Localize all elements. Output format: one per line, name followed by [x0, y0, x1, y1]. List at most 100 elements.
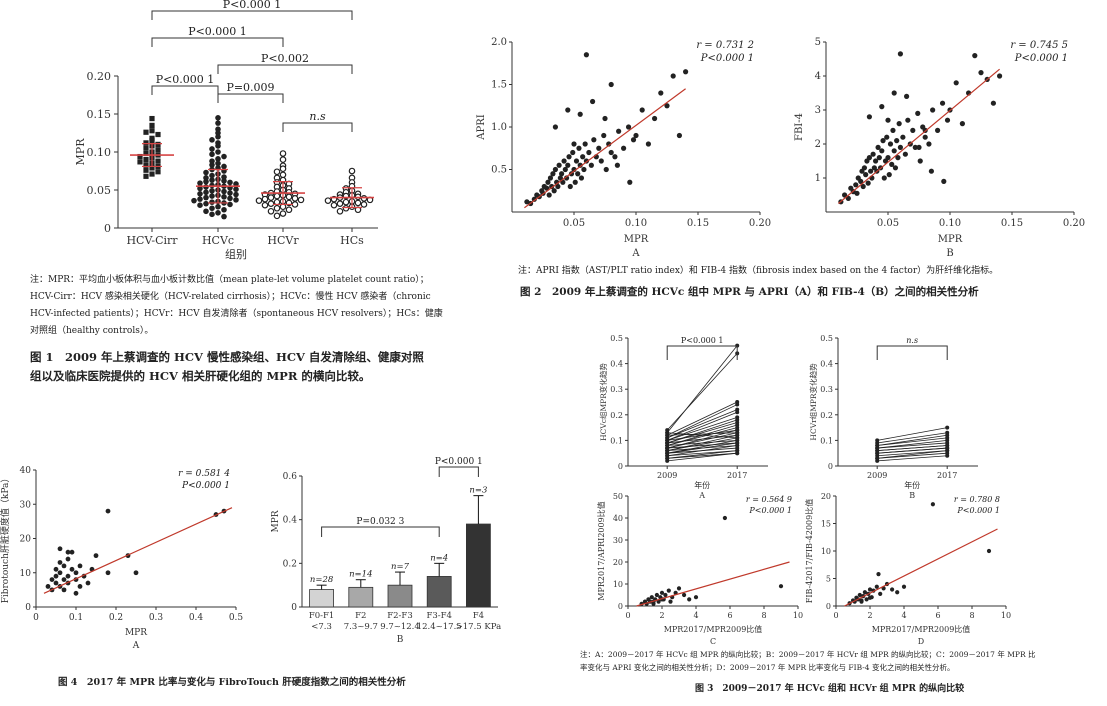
figure1-plot: 0 0.05 0.10 0.15 0.20 MPR HCV-Cirr HCVc HCVr HCs 组… — [74, 0, 378, 261]
data-point — [928, 168, 934, 174]
data-point — [649, 595, 654, 600]
data-point — [858, 178, 864, 184]
data-point — [875, 438, 880, 443]
y-tick-label: 0.1 — [820, 436, 833, 445]
y-tick-label: 1 — [815, 173, 821, 184]
y-tick-label: 20 — [613, 558, 623, 567]
data-point — [857, 592, 862, 598]
y-tick-label: 0.3 — [610, 385, 623, 394]
x-tick-label: 0 — [33, 613, 39, 623]
data-point — [860, 183, 866, 190]
data-point — [233, 186, 239, 193]
data-point — [606, 141, 612, 147]
data-point — [990, 100, 997, 106]
x-tick-label: 2009 — [867, 471, 887, 480]
data-point — [57, 546, 63, 552]
data-point — [49, 577, 55, 582]
y-tick-label: 10 — [821, 547, 831, 556]
data-point — [348, 167, 356, 175]
data-point — [255, 197, 263, 204]
r-value: r = 0.780 8 — [954, 495, 1000, 504]
data-point — [85, 580, 91, 586]
data-point — [900, 134, 906, 140]
data-point — [155, 169, 161, 175]
y-tick-label: 40 — [20, 466, 32, 476]
x-tick-label: 0.15 — [687, 218, 709, 229]
significance-bracket — [321, 526, 440, 537]
data-point — [149, 128, 155, 134]
data-point — [608, 81, 614, 88]
trend-line — [667, 429, 738, 441]
data-point — [203, 208, 209, 215]
data-point — [910, 127, 916, 133]
data-point — [735, 438, 740, 443]
data-point — [897, 51, 903, 57]
data-point — [69, 566, 75, 572]
significance-label: P<0.000 1 — [681, 336, 724, 345]
trend-line — [667, 447, 738, 454]
data-point — [633, 132, 639, 139]
data-point — [221, 206, 227, 213]
data-point — [149, 115, 155, 122]
significance-bracket — [217, 93, 284, 103]
y-axis-label: HCVr组MPR变化趋势 — [808, 363, 818, 441]
x-tick-label: 2009 — [657, 471, 677, 480]
data-point — [221, 213, 227, 220]
data-point — [105, 508, 111, 514]
data-point — [273, 204, 281, 212]
data-point — [227, 179, 233, 186]
data-point — [663, 592, 668, 598]
data-point — [143, 150, 149, 157]
data-point — [342, 198, 350, 206]
n-label: n=4 — [430, 553, 448, 563]
data-point — [209, 146, 215, 152]
data-point — [666, 588, 671, 593]
y-tick-label: 0.2 — [610, 411, 623, 420]
data-point — [895, 590, 900, 595]
data-point — [567, 183, 573, 190]
y-tick-label: 5 — [815, 37, 821, 48]
x-tick-label: HCs — [340, 234, 364, 247]
x-tick-label: F0-F1 — [309, 611, 334, 621]
trend-line — [877, 447, 948, 454]
data-point — [552, 166, 558, 173]
data-point — [552, 124, 558, 130]
data-point — [53, 566, 59, 572]
data-point — [570, 149, 576, 156]
data-point — [904, 93, 910, 99]
trend-line — [877, 432, 948, 444]
data-point — [45, 584, 51, 589]
data-point — [864, 597, 869, 602]
significance-label: P=0.032 3 — [356, 517, 404, 527]
data-point — [670, 73, 676, 79]
data-point — [336, 207, 344, 215]
data-point — [997, 73, 1003, 79]
y-axis-label: FIB-42017/FIB-42009比值 — [804, 499, 814, 603]
data-point — [630, 137, 637, 143]
panel-label: B — [909, 491, 915, 500]
y-tick-label: 1.0 — [491, 122, 507, 133]
trend-line — [667, 422, 738, 444]
data-point — [267, 200, 275, 207]
data-point — [221, 163, 227, 170]
y-tick-label: 0.4 — [610, 360, 623, 369]
fit-line — [844, 528, 998, 607]
data-point — [930, 502, 935, 507]
data-point — [854, 190, 860, 196]
data-point — [65, 573, 71, 579]
x-axis-label: 年份 — [694, 480, 710, 490]
data-point — [197, 202, 203, 208]
data-point — [722, 515, 727, 521]
p-value: P<0.000 1 — [956, 506, 1000, 515]
fit-line — [524, 88, 686, 209]
data-point — [209, 187, 215, 194]
p-value: P<0.000 1 — [181, 481, 230, 491]
data-point — [874, 584, 879, 589]
data-point — [143, 140, 149, 146]
significance-label: n.s — [309, 110, 326, 123]
trend-line — [667, 404, 738, 439]
data-point — [876, 155, 882, 161]
data-point — [583, 52, 589, 58]
data-point — [652, 115, 658, 122]
